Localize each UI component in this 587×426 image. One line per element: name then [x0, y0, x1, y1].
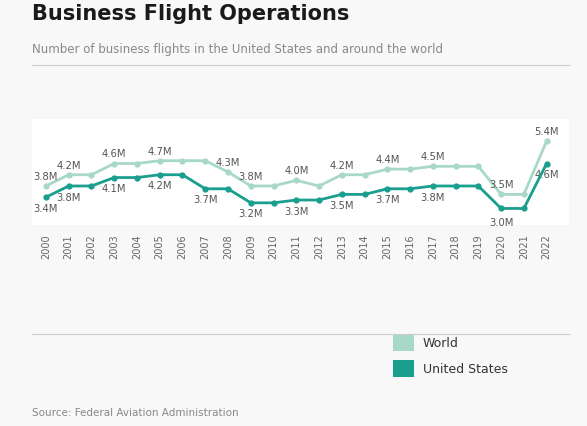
World: [543, 139, 550, 144]
Text: Number of business flights in the United States and around the world: Number of business flights in the United…: [32, 43, 443, 55]
Text: 4.0M: 4.0M: [284, 166, 309, 176]
Text: 4.4M: 4.4M: [375, 155, 400, 165]
United States: [384, 187, 391, 192]
World: [224, 170, 231, 175]
Text: 4.6M: 4.6M: [102, 149, 126, 159]
United States: [543, 161, 550, 167]
United States: [270, 201, 277, 206]
World: [156, 159, 163, 164]
Text: 4.2M: 4.2M: [329, 160, 354, 170]
Text: Source: Federal Aviation Administration: Source: Federal Aviation Administration: [32, 408, 239, 417]
Text: 3.5M: 3.5M: [489, 180, 514, 190]
Text: 3.8M: 3.8M: [34, 172, 58, 181]
Text: 3.4M: 3.4M: [34, 203, 58, 213]
United States: [293, 198, 300, 203]
World: [111, 161, 118, 167]
World: [407, 167, 414, 172]
World: [293, 178, 300, 184]
Text: 3.2M: 3.2M: [238, 209, 263, 219]
World: [475, 164, 482, 170]
Text: 5.4M: 5.4M: [534, 127, 559, 137]
United States: [88, 184, 95, 189]
United States: [361, 193, 368, 198]
United States: [179, 173, 186, 178]
United States: [429, 184, 436, 189]
World: [65, 173, 72, 178]
Text: 4.1M: 4.1M: [102, 184, 126, 194]
Text: 3.7M: 3.7M: [193, 195, 218, 205]
United States: [133, 176, 140, 181]
Text: 4.2M: 4.2M: [147, 181, 172, 191]
World: [316, 184, 323, 189]
United States: [156, 173, 163, 178]
Text: Business Flight Operations: Business Flight Operations: [32, 4, 350, 24]
Text: 3.8M: 3.8M: [421, 192, 445, 202]
Text: 4.5M: 4.5M: [421, 152, 445, 162]
World: [338, 173, 345, 178]
Text: 3.8M: 3.8M: [238, 172, 263, 181]
World: [270, 184, 277, 189]
United States: [247, 201, 254, 206]
United States: [224, 187, 231, 192]
Text: 3.7M: 3.7M: [375, 195, 400, 205]
United States: [475, 184, 482, 189]
World: [202, 159, 209, 164]
Text: 3.8M: 3.8M: [56, 192, 81, 202]
Text: 4.3M: 4.3M: [216, 158, 240, 167]
United States: [316, 198, 323, 203]
Text: 3.5M: 3.5M: [329, 201, 354, 210]
United States: [498, 207, 505, 212]
Text: 4.7M: 4.7M: [147, 146, 172, 156]
United States: [338, 193, 345, 198]
World: [452, 164, 459, 170]
Line: United States: United States: [43, 162, 549, 211]
Text: United States: United States: [423, 362, 508, 375]
World: [520, 193, 527, 198]
World: [429, 164, 436, 170]
Text: 3.0M: 3.0M: [489, 218, 513, 228]
United States: [42, 195, 49, 200]
World: [88, 173, 95, 178]
Text: 3.3M: 3.3M: [284, 206, 309, 216]
United States: [202, 187, 209, 192]
World: [498, 193, 505, 198]
World: [384, 167, 391, 172]
World: [133, 161, 140, 167]
United States: [520, 207, 527, 212]
United States: [407, 187, 414, 192]
World: [247, 184, 254, 189]
Text: 4.6M: 4.6M: [534, 170, 559, 180]
World: [179, 159, 186, 164]
Text: 4.2M: 4.2M: [56, 160, 81, 170]
World: [361, 173, 368, 178]
World: [42, 184, 49, 189]
United States: [452, 184, 459, 189]
Text: World: World: [423, 337, 458, 349]
Line: World: World: [43, 139, 549, 197]
United States: [65, 184, 72, 189]
United States: [111, 176, 118, 181]
